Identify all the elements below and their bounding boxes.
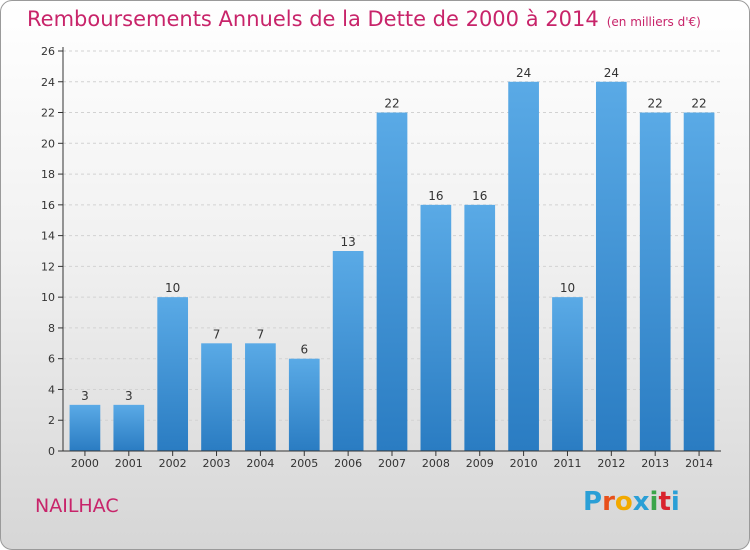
chart-title-unit: (en milliers d'€) [606, 15, 701, 29]
bar-value-label: 16 [428, 189, 443, 203]
bar-value-label: 7 [213, 327, 221, 341]
x-tick-label: 2013 [641, 457, 669, 470]
bar [376, 112, 408, 452]
bar-value-label: 13 [340, 235, 355, 249]
x-tick-label: 2006 [334, 457, 362, 470]
logo-letter: x [632, 487, 650, 517]
y-tick-label: 10 [41, 291, 55, 304]
logo-letter: i [670, 487, 680, 517]
bar-value-label: 24 [516, 66, 531, 80]
bar [508, 81, 539, 452]
y-tick-label: 12 [41, 260, 55, 273]
bar [288, 358, 320, 451]
labels: 0246810121416182022242632000320011020027… [41, 45, 713, 470]
x-tick-label: 2007 [378, 457, 406, 470]
bar-value-label: 7 [257, 327, 265, 341]
x-tick-label: 2003 [203, 457, 231, 470]
chart-title: Remboursements Annuels de la Dette de 20… [27, 7, 701, 31]
x-tick-label: 2001 [115, 457, 143, 470]
bar-value-label: 10 [165, 281, 180, 295]
bar [464, 204, 496, 451]
bar-value-label: 22 [384, 97, 399, 111]
bars [69, 81, 715, 452]
bar-value-label: 22 [691, 97, 706, 111]
proxiti-logo: Proxiti [583, 487, 680, 517]
y-tick-label: 8 [48, 322, 55, 335]
y-tick-label: 2 [48, 414, 55, 427]
bar [69, 404, 101, 451]
bar [245, 343, 276, 451]
bar-value-label: 24 [604, 66, 619, 80]
x-tick-label: 2009 [466, 457, 494, 470]
y-tick-label: 22 [41, 107, 55, 120]
bar-value-label: 10 [560, 281, 575, 295]
bar-value-label: 16 [472, 189, 487, 203]
bar-value-label: 3 [125, 389, 133, 403]
y-tick-label: 24 [41, 76, 55, 89]
x-tick-label: 2008 [422, 457, 450, 470]
y-tick-label: 6 [48, 353, 55, 366]
bar [420, 204, 452, 451]
x-tick-label: 2005 [290, 457, 318, 470]
bar [552, 297, 583, 451]
bar [683, 112, 715, 452]
x-tick-label: 2011 [553, 457, 581, 470]
x-tick-label: 2010 [510, 457, 538, 470]
y-tick-label: 16 [41, 199, 55, 212]
y-tick-label: 18 [41, 168, 55, 181]
logo-letter: o [614, 487, 633, 517]
x-tick-label: 2000 [71, 457, 99, 470]
chart-title-text: Remboursements Annuels de la Dette de 20… [27, 7, 599, 31]
bar [113, 404, 145, 451]
bar [595, 81, 627, 452]
y-tick-label: 26 [41, 45, 55, 58]
bar [639, 112, 671, 452]
logo-letter: P [583, 487, 603, 517]
town-name: NAILHAC [35, 495, 119, 517]
y-tick-label: 4 [48, 383, 55, 396]
x-tick-label: 2012 [597, 457, 625, 470]
x-tick-label: 2004 [246, 457, 274, 470]
logo-letter: r [602, 487, 615, 517]
bar [332, 251, 364, 451]
logo-letter: t [658, 487, 671, 517]
y-tick-label: 14 [41, 230, 55, 243]
x-tick-label: 2002 [159, 457, 187, 470]
bar-value-label: 3 [81, 389, 89, 403]
bar [157, 297, 189, 451]
bar-value-label: 22 [648, 97, 663, 111]
bar [201, 343, 232, 451]
y-tick-label: 0 [48, 445, 55, 458]
x-tick-label: 2014 [685, 457, 713, 470]
y-tick-label: 20 [41, 137, 55, 150]
axes [58, 47, 721, 456]
bar-value-label: 6 [300, 343, 308, 357]
logo-letter: i [649, 487, 659, 517]
